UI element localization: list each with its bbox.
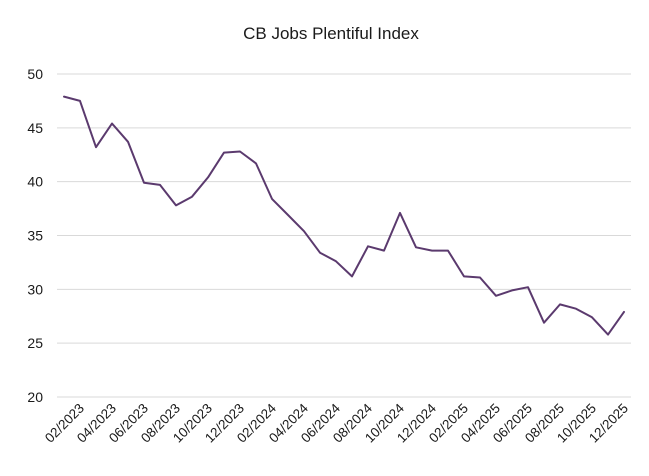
data-point (559, 303, 561, 305)
data-point (351, 275, 353, 277)
y-tick-label: 35 (27, 228, 43, 244)
data-point (127, 141, 129, 143)
data-point (159, 184, 161, 186)
y-tick-label: 25 (27, 335, 43, 351)
data-point (319, 252, 321, 254)
data-point (191, 196, 193, 198)
data-point (223, 151, 225, 153)
data-point (255, 162, 257, 164)
data-point (239, 150, 241, 152)
y-tick-label: 40 (27, 174, 43, 190)
y-tick-label: 30 (27, 281, 43, 297)
data-point (591, 316, 593, 318)
data-point (95, 146, 97, 148)
data-point (527, 286, 529, 288)
data-point (399, 212, 401, 214)
data-point (415, 246, 417, 248)
y-axis-ticks: 20 25 30 35 40 45 50 (27, 66, 43, 405)
data-point (463, 275, 465, 277)
data-point (495, 295, 497, 297)
data-point (271, 198, 273, 200)
data-point (623, 311, 625, 313)
data-point (367, 245, 369, 247)
data-point (143, 182, 145, 184)
data-point (607, 333, 609, 335)
data-point (543, 322, 545, 324)
data-point (175, 204, 177, 206)
data-point (287, 214, 289, 216)
chart-title: CB Jobs Plentiful Index (243, 24, 419, 43)
data-point (63, 95, 65, 97)
data-point (447, 249, 449, 251)
data-point (511, 289, 513, 291)
data-point (303, 230, 305, 232)
data-point (79, 100, 81, 102)
series-layer (63, 95, 625, 336)
data-point (207, 176, 209, 178)
x-axis-ticks: 02/202304/202306/202308/202310/202312/20… (42, 400, 631, 445)
y-tick-label: 50 (27, 66, 43, 82)
gridlines (57, 73, 631, 398)
data-point (479, 276, 481, 278)
y-tick-label: 45 (27, 120, 43, 136)
data-point (575, 308, 577, 310)
y-tick-label: 20 (27, 389, 43, 405)
data-point (335, 260, 337, 262)
series-line-0 (63, 95, 625, 336)
data-point (111, 122, 113, 124)
data-point (431, 249, 433, 251)
data-point (383, 249, 385, 251)
